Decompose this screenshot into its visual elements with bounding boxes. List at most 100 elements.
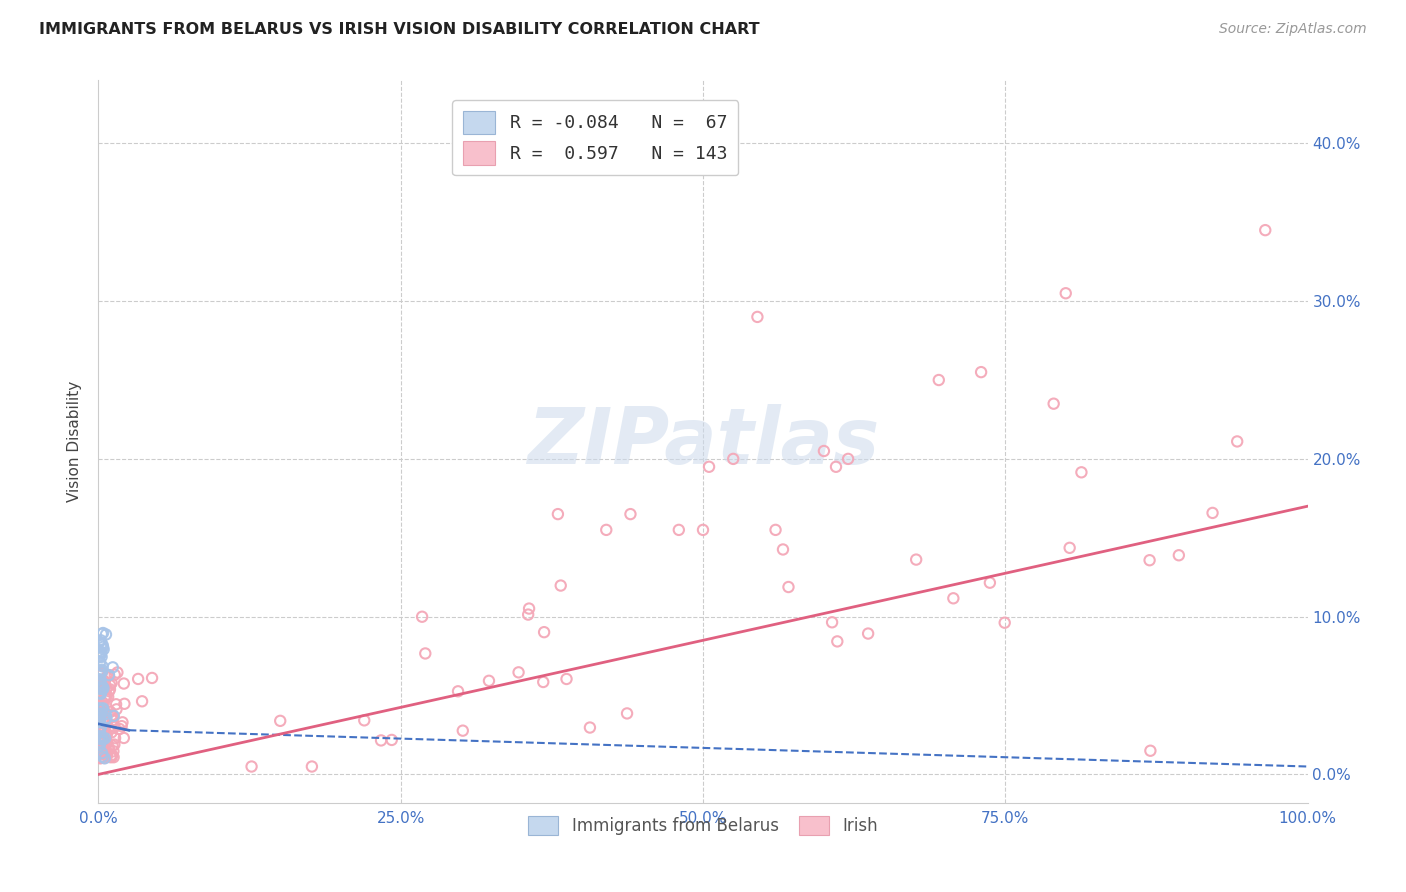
Point: [96, 711, 118, 725]
Point: [269, 714, 291, 728]
Point: [821, 615, 844, 630]
Point: [112, 731, 135, 745]
Point: [103, 720, 125, 734]
Point: [616, 706, 638, 721]
Point: [94, 627, 117, 641]
Point: [127, 672, 149, 686]
Point: [100, 725, 122, 739]
Point: [90, 681, 112, 696]
Point: [94, 751, 117, 765]
Point: [508, 665, 530, 680]
Text: ZIPatlas: ZIPatlas: [527, 403, 879, 480]
Point: [547, 507, 569, 521]
Point: [101, 747, 124, 762]
Point: [89, 720, 111, 734]
Point: [1070, 465, 1092, 479]
Point: [778, 580, 800, 594]
Point: [747, 310, 769, 324]
Point: [1054, 286, 1077, 301]
Point: [555, 672, 578, 686]
Point: [827, 634, 849, 648]
Point: [91, 732, 114, 747]
Point: [89, 664, 111, 678]
Point: [89, 733, 111, 747]
Point: [94, 747, 117, 762]
Point: [89, 720, 111, 734]
Point: [104, 667, 127, 681]
Point: [668, 523, 690, 537]
Point: [411, 609, 433, 624]
Point: [723, 451, 745, 466]
Point: [111, 719, 134, 733]
Point: [96, 727, 118, 741]
Point: [1059, 541, 1081, 555]
Point: [93, 690, 115, 704]
Point: [93, 702, 115, 716]
Point: [353, 714, 375, 728]
Point: [451, 723, 474, 738]
Point: [89, 667, 111, 681]
Point: [89, 668, 111, 682]
Point: [91, 702, 114, 716]
Point: [370, 733, 392, 747]
Point: [90, 637, 112, 651]
Point: [94, 714, 117, 729]
Point: [112, 697, 135, 711]
Point: [91, 740, 114, 755]
Point: [103, 709, 125, 723]
Point: [93, 682, 115, 697]
Point: [90, 708, 112, 723]
Point: [89, 747, 111, 762]
Point: [105, 698, 128, 712]
Point: [301, 759, 323, 773]
Point: [108, 722, 131, 736]
Point: [550, 578, 572, 592]
Point: [579, 721, 602, 735]
Point: [89, 744, 111, 758]
Point: [531, 675, 554, 690]
Point: [101, 708, 124, 723]
Point: [91, 719, 114, 733]
Point: [97, 721, 120, 735]
Point: [942, 591, 965, 606]
Point: [90, 665, 112, 680]
Point: [89, 686, 111, 700]
Point: [89, 699, 111, 714]
Point: [96, 729, 118, 743]
Point: [141, 671, 163, 685]
Point: [101, 749, 124, 764]
Point: [697, 459, 720, 474]
Point: [87, 686, 110, 700]
Point: [89, 681, 111, 696]
Point: [89, 742, 111, 756]
Point: [104, 731, 127, 745]
Point: [101, 709, 124, 723]
Point: [91, 701, 114, 715]
Point: [87, 675, 110, 690]
Point: [103, 744, 125, 758]
Point: [1254, 223, 1277, 237]
Point: [131, 694, 153, 708]
Legend: Immigrants from Belarus, Irish: Immigrants from Belarus, Irish: [522, 809, 884, 841]
Point: [98, 743, 121, 757]
Point: [90, 647, 112, 661]
Point: [413, 647, 436, 661]
Point: [813, 444, 835, 458]
Point: [93, 706, 115, 720]
Point: [105, 665, 128, 680]
Point: [89, 725, 111, 739]
Point: [91, 681, 114, 696]
Point: [91, 746, 114, 760]
Point: [93, 673, 115, 688]
Point: [90, 725, 112, 739]
Point: [765, 523, 787, 537]
Point: [89, 677, 111, 691]
Point: [87, 701, 110, 715]
Point: [96, 749, 118, 764]
Point: [91, 705, 114, 719]
Point: [91, 640, 114, 654]
Point: [90, 676, 112, 690]
Point: [90, 679, 112, 693]
Point: [89, 712, 111, 726]
Point: [87, 644, 110, 658]
